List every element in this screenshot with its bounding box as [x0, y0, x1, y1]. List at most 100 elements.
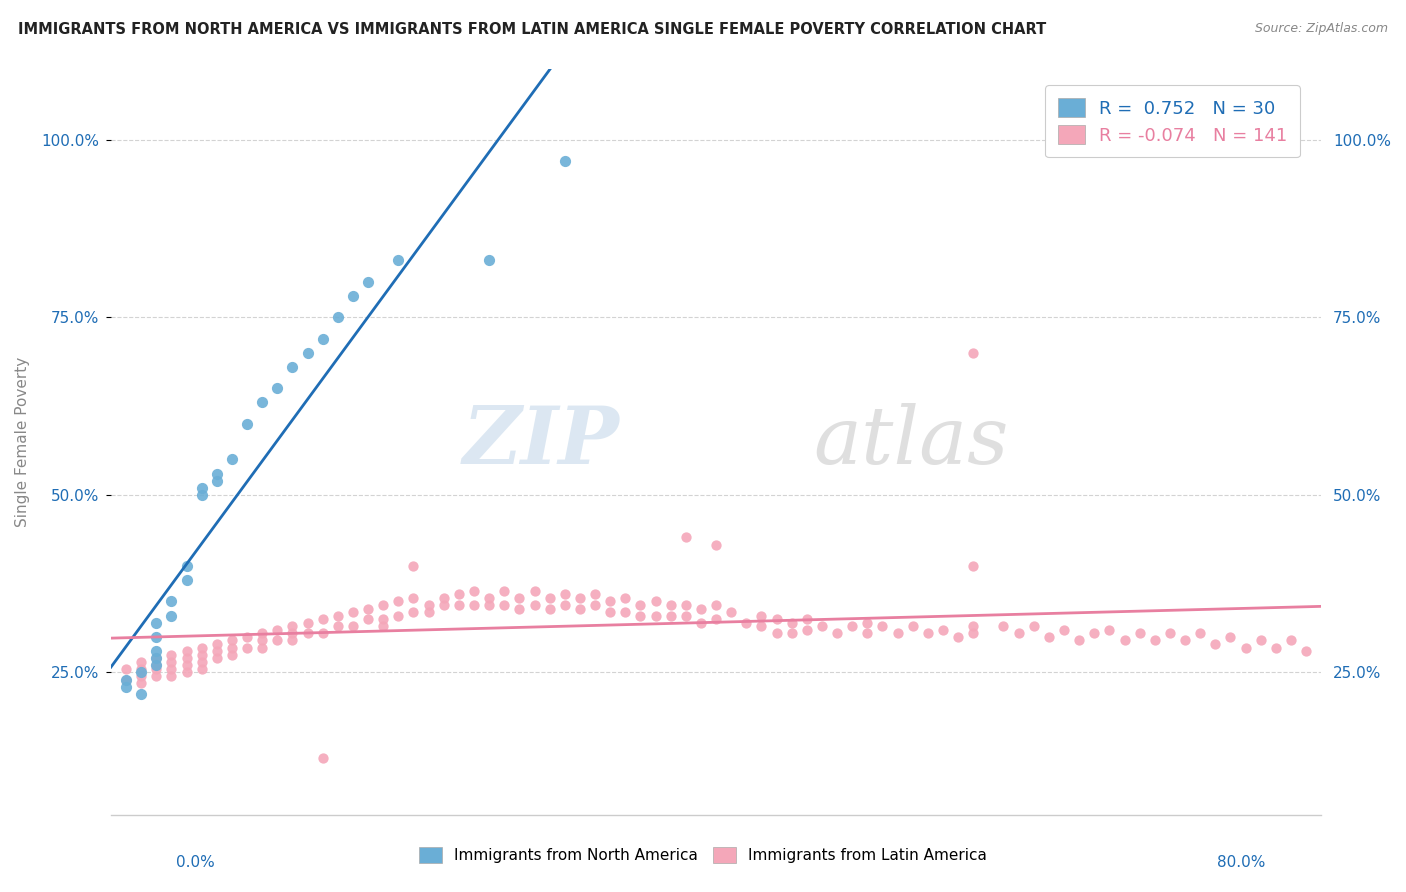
Point	[129, 662, 152, 676]
Point	[250, 640, 273, 655]
Point	[357, 275, 380, 289]
Point	[281, 619, 304, 633]
Point	[402, 591, 425, 605]
Point	[494, 598, 516, 612]
Text: atlas: atlas	[813, 403, 1008, 480]
Point	[962, 626, 984, 640]
Point	[447, 598, 470, 612]
Point	[1279, 633, 1302, 648]
Point	[160, 648, 183, 662]
Point	[221, 640, 243, 655]
Point	[221, 452, 243, 467]
Point	[266, 623, 288, 637]
Point	[266, 381, 288, 395]
Point	[841, 619, 863, 633]
Point	[628, 598, 651, 612]
Point	[704, 612, 727, 626]
Point	[1022, 619, 1045, 633]
Point	[583, 587, 606, 601]
Point	[811, 619, 834, 633]
Point	[176, 558, 198, 573]
Point	[205, 474, 228, 488]
Point	[644, 608, 666, 623]
Text: 80.0%: 80.0%	[1218, 855, 1265, 870]
Point	[704, 537, 727, 551]
Point	[583, 598, 606, 612]
Point	[675, 531, 697, 545]
Point	[523, 583, 546, 598]
Point	[129, 676, 152, 690]
Point	[1234, 640, 1257, 655]
Point	[342, 619, 364, 633]
Point	[312, 612, 335, 626]
Point	[236, 630, 259, 644]
Point	[115, 662, 138, 676]
Point	[326, 619, 349, 633]
Point	[599, 605, 621, 619]
Point	[387, 253, 409, 268]
Point	[402, 558, 425, 573]
Point	[568, 601, 591, 615]
Point	[176, 573, 198, 587]
Point	[176, 665, 198, 680]
Point	[1189, 626, 1212, 640]
Point	[1069, 633, 1091, 648]
Point	[160, 655, 183, 669]
Point	[554, 153, 576, 168]
Point	[856, 615, 879, 630]
Point	[554, 598, 576, 612]
Point	[1143, 633, 1166, 648]
Point	[145, 669, 167, 683]
Point	[205, 644, 228, 658]
Point	[205, 637, 228, 651]
Point	[1250, 633, 1272, 648]
Point	[190, 488, 212, 502]
Point	[1204, 637, 1226, 651]
Point	[946, 630, 969, 644]
Point	[190, 648, 212, 662]
Point	[373, 619, 395, 633]
Point	[205, 467, 228, 481]
Point	[433, 591, 456, 605]
Point	[1114, 633, 1136, 648]
Point	[342, 605, 364, 619]
Point	[250, 633, 273, 648]
Point	[190, 655, 212, 669]
Point	[932, 623, 955, 637]
Point	[160, 608, 183, 623]
Point	[1038, 630, 1060, 644]
Point	[508, 601, 530, 615]
Legend: Immigrants from North America, Immigrants from Latin America: Immigrants from North America, Immigrant…	[411, 839, 995, 871]
Point	[765, 626, 787, 640]
Point	[1007, 626, 1029, 640]
Point	[190, 662, 212, 676]
Point	[659, 608, 682, 623]
Point	[704, 598, 727, 612]
Point	[342, 289, 364, 303]
Point	[115, 673, 138, 687]
Y-axis label: Single Female Poverty: Single Female Poverty	[15, 357, 30, 526]
Point	[796, 623, 818, 637]
Point	[1174, 633, 1197, 648]
Point	[765, 612, 787, 626]
Point	[312, 750, 335, 764]
Point	[326, 310, 349, 325]
Point	[523, 598, 546, 612]
Point	[402, 605, 425, 619]
Point	[176, 651, 198, 665]
Point	[554, 587, 576, 601]
Point	[357, 612, 380, 626]
Point	[1159, 626, 1181, 640]
Text: ZIP: ZIP	[463, 403, 619, 480]
Point	[856, 626, 879, 640]
Point	[115, 673, 138, 687]
Point	[312, 332, 335, 346]
Point	[538, 591, 561, 605]
Point	[297, 615, 319, 630]
Point	[1264, 640, 1286, 655]
Point	[418, 598, 440, 612]
Point	[115, 680, 138, 694]
Point	[129, 655, 152, 669]
Point	[962, 619, 984, 633]
Point	[599, 594, 621, 608]
